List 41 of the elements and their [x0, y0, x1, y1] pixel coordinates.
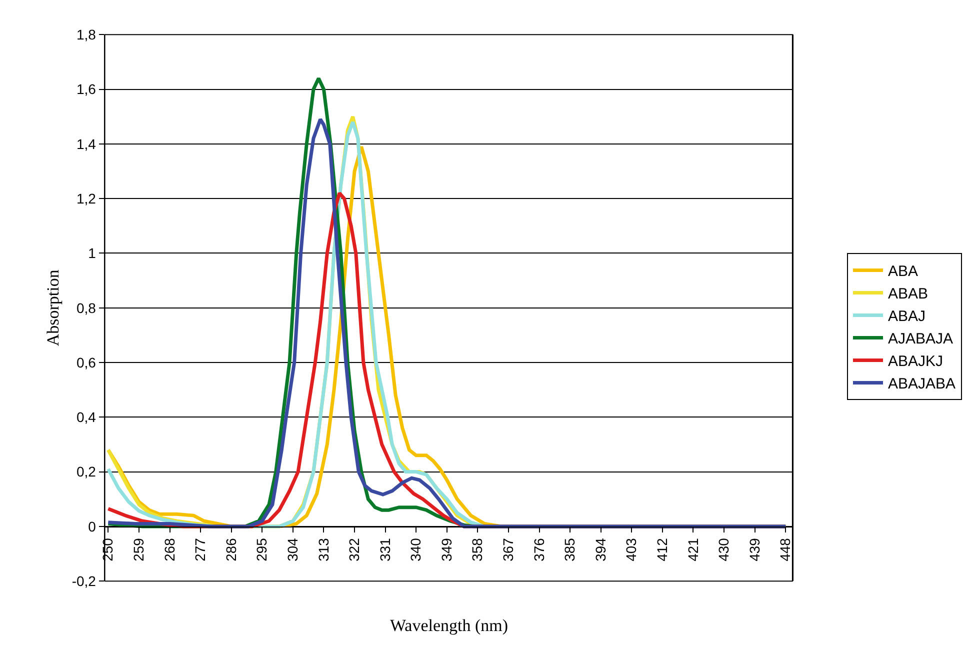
x-tick-label: 259	[130, 538, 147, 562]
x-tick-label: 448	[777, 538, 794, 562]
y-tick-label: 1	[88, 245, 96, 262]
y-tick-label: 1,2	[76, 190, 96, 206]
x-tick-label: 430	[716, 538, 732, 562]
x-tick-label: 358	[469, 538, 486, 562]
y-tick-label: 0,4	[76, 409, 96, 426]
x-tick-label: 322	[346, 538, 362, 562]
x-tick-label: 340	[408, 538, 424, 562]
y-tick-label: 0,6	[76, 354, 96, 370]
x-tick-label: 367	[500, 538, 516, 562]
x-tick-label: 295	[254, 538, 270, 562]
x-tick-label: 394	[592, 538, 608, 562]
legend-label: ABAJABA	[888, 376, 956, 393]
legend-label: AJABAJA	[888, 330, 954, 348]
x-tick-label: 349	[438, 538, 454, 562]
y-tick-label: 0,2	[76, 464, 96, 480]
y-tick-label: 1,6	[76, 81, 96, 98]
legend-label: ABAJ	[888, 308, 926, 326]
x-tick-label: 331	[376, 538, 393, 562]
legend-label: ABAJKJ	[888, 353, 944, 370]
legend-label: ABAB	[888, 286, 928, 303]
x-tick-label: 385	[562, 538, 578, 562]
x-tick-label: 286	[222, 538, 239, 562]
y-tick-label: 1,4	[76, 136, 96, 152]
y-axis-title: Absorption	[43, 269, 62, 346]
x-tick-label: 421	[684, 538, 701, 562]
x-tick-label: 277	[192, 538, 208, 562]
x-tick-label: 268	[161, 538, 178, 562]
x-tick-label: 304	[284, 538, 300, 562]
x-tick-label: 403	[623, 538, 640, 562]
x-tick-label: 376	[530, 538, 547, 562]
x-axis-title: Wavelength (nm)	[390, 616, 508, 635]
x-tick-label: 439	[746, 538, 762, 562]
legend-label: ABA	[888, 263, 918, 280]
y-tick-label: 1,8	[76, 26, 96, 43]
y-tick-label: -0,2	[72, 573, 96, 590]
y-tick-label: 0,8	[76, 300, 96, 316]
y-tick-label: 0	[88, 518, 96, 534]
x-tick-label: 412	[654, 538, 670, 562]
x-tick-label: 313	[315, 538, 332, 562]
